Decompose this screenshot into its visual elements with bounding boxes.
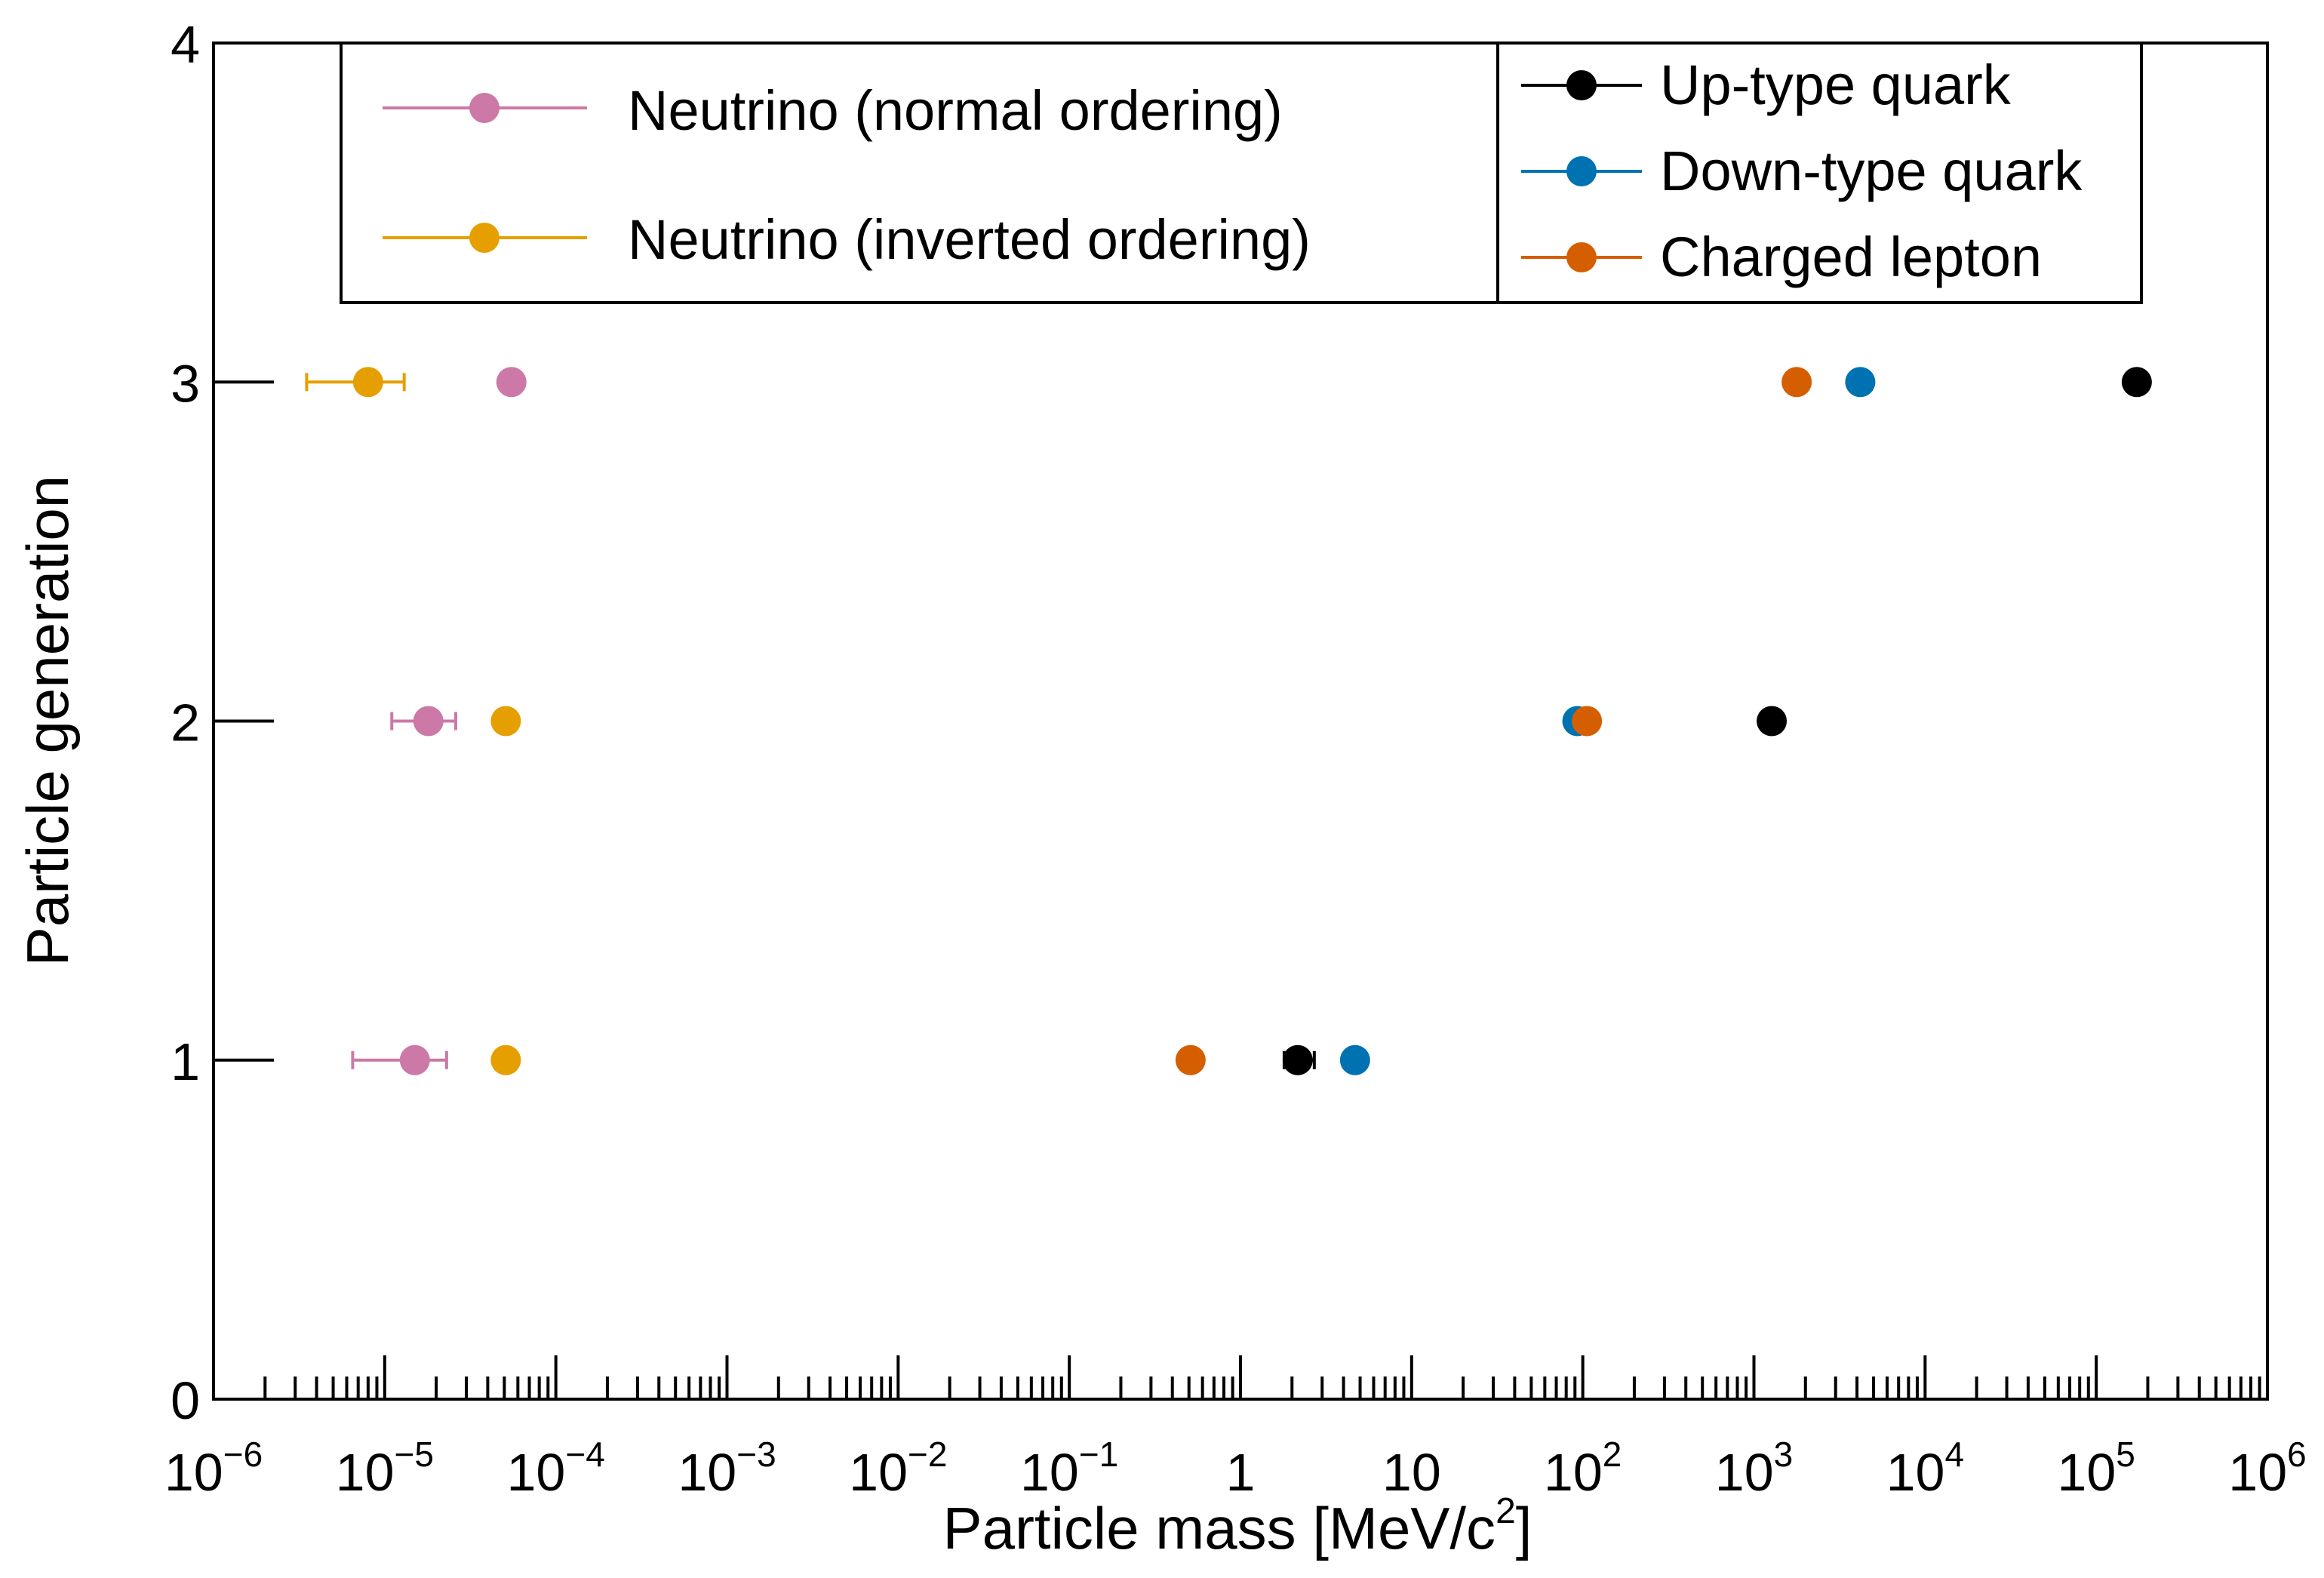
x-tick-label: 10−3 xyxy=(678,1435,776,1502)
point-nu_io-gen3 xyxy=(352,367,383,398)
x-tick-label: 102 xyxy=(1544,1435,1622,1502)
x-tick-label-base: 10 xyxy=(1020,1443,1079,1502)
x-tick-label-exponent: 6 xyxy=(2287,1435,2307,1474)
legend-right-marker-1 xyxy=(1566,156,1597,186)
x-tick-label-base: 10 xyxy=(507,1443,566,1502)
y-tick-label: 3 xyxy=(171,354,200,413)
x-tick-label-base: 10 xyxy=(336,1443,395,1502)
x-tick-label-exponent: 5 xyxy=(2116,1435,2135,1474)
x-tick-label-exponent: −1 xyxy=(1079,1435,1118,1474)
x-tick-label-base: 10 xyxy=(2057,1443,2116,1502)
legend-right-label-1: Down-type quark xyxy=(1660,140,2083,202)
y-axis-title: Particle generation xyxy=(14,475,81,966)
point-nu_io-gen1 xyxy=(490,1044,521,1075)
legend-left-label-1: Neutrino (inverted ordering) xyxy=(628,208,1311,271)
legend-left-marker-1 xyxy=(469,223,500,253)
legend-right: Up-type quark Down-type quark Charged le… xyxy=(1496,42,2143,304)
point-down-gen3 xyxy=(1845,367,1876,398)
legend-right-marker-0 xyxy=(1566,70,1597,100)
x-axis-title: Particle mass [MeV/c2] xyxy=(943,1491,1532,1561)
point-nu_no-gen3 xyxy=(496,367,527,398)
legend-right-marker-2 xyxy=(1566,242,1597,272)
point-up-gen1 xyxy=(1282,1044,1313,1075)
x-axis-title-superscript: 2 xyxy=(1496,1491,1516,1531)
x-tick-label-base: 10 xyxy=(1886,1443,1945,1502)
x-tick-label: 106 xyxy=(2228,1435,2306,1502)
y-tick-label: 1 xyxy=(171,1032,200,1091)
point-up-gen3 xyxy=(2121,367,2152,398)
x-tick-label-exponent: 3 xyxy=(1774,1435,1794,1474)
point-nu_no-gen1 xyxy=(399,1044,430,1075)
legend-right-label-0: Up-type quark xyxy=(1660,54,2012,116)
x-tick-label: 10−2 xyxy=(849,1435,947,1502)
x-tick-label: 103 xyxy=(1715,1435,1793,1502)
x-tick-label-base: 10 xyxy=(678,1443,736,1502)
point-nu_io-gen2 xyxy=(490,706,521,737)
x-axis-ticks xyxy=(212,1355,2269,1399)
x-tick-label: 105 xyxy=(2057,1435,2135,1502)
point-up-gen2 xyxy=(1757,706,1788,737)
y-axis-ticks xyxy=(214,42,274,1401)
legend-right-label-2: Charged lepton xyxy=(1660,226,2042,288)
x-tick-label-base: 10 xyxy=(849,1443,908,1502)
x-tick-label-base: 10 xyxy=(164,1443,223,1502)
x-axis-tick-labels: 10−6 10−5 10−4 10−3 10−2 10−1 1 10 102 103 104 105 1… xyxy=(164,1435,2307,1502)
x-tick-label-exponent: −2 xyxy=(908,1435,947,1474)
x-tick-label: 10−6 xyxy=(164,1435,263,1502)
point-down-gen1 xyxy=(1339,1044,1370,1075)
y-tick-label: 4 xyxy=(171,15,200,74)
x-tick-label: 10−4 xyxy=(507,1435,605,1502)
x-tick-label-exponent: 2 xyxy=(1603,1435,1622,1474)
y-tick-label: 2 xyxy=(171,694,200,752)
x-tick-label: 10−1 xyxy=(1020,1435,1118,1502)
x-tick-label: 10−5 xyxy=(336,1435,434,1502)
point-nu_no-gen2 xyxy=(413,706,444,737)
legend-left-label-0: Neutrino (normal ordering) xyxy=(628,79,1283,142)
x-tick-label-base: 10 xyxy=(2228,1443,2287,1502)
x-tick-label-base: 10 xyxy=(1382,1443,1441,1502)
x-axis-title-main: Particle mass [MeV/c xyxy=(943,1495,1496,1561)
point-lepton-gen3 xyxy=(1781,367,1812,398)
x-tick-label-base: 10 xyxy=(1715,1443,1774,1502)
x-axis-title-close: ] xyxy=(1516,1495,1532,1561)
legend-left: Neutrino (normal ordering) Neutrino (inv… xyxy=(340,42,1499,304)
x-tick-label-exponent: −6 xyxy=(223,1435,263,1474)
x-tick-label-exponent: −5 xyxy=(395,1435,434,1474)
data-points xyxy=(305,367,2152,1075)
point-lepton-gen1 xyxy=(1175,1044,1206,1075)
x-tick-label: 1 xyxy=(1226,1443,1256,1502)
x-tick-label-exponent: 4 xyxy=(1944,1435,1964,1474)
x-tick-label-base: 10 xyxy=(1544,1443,1603,1502)
legend-left-marker-0 xyxy=(469,93,500,123)
x-tick-label: 10 xyxy=(1382,1443,1441,1502)
y-tick-label: 0 xyxy=(171,1371,200,1430)
x-tick-label-exponent: −4 xyxy=(565,1435,604,1474)
x-tick-label: 104 xyxy=(1886,1435,1964,1502)
point-lepton-gen2 xyxy=(1572,706,1603,737)
x-tick-label-exponent: −3 xyxy=(736,1435,776,1474)
y-axis-tick-labels: 0 1 2 3 4 xyxy=(171,15,200,1430)
x-tick-label-base: 1 xyxy=(1226,1443,1256,1502)
